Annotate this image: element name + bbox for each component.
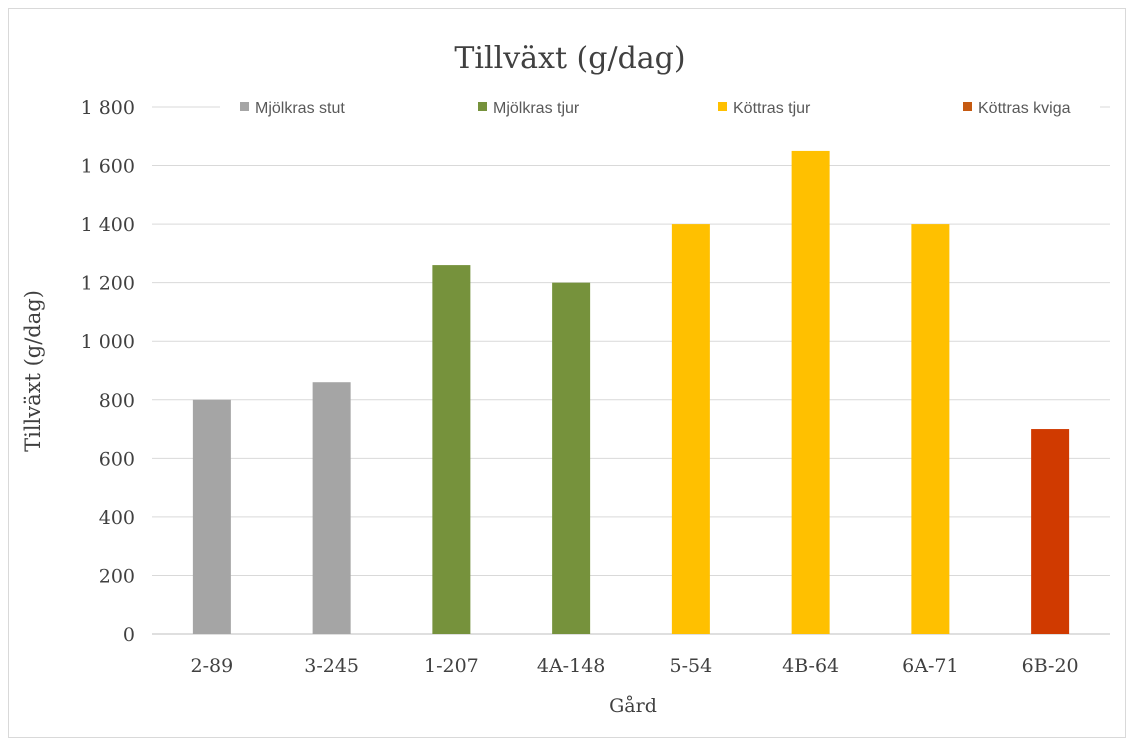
y-tick-label: 600 bbox=[99, 448, 135, 470]
bar bbox=[671, 224, 710, 634]
x-tick-labels: 2-89 3-245 1-207 4A-148 5-54 4B-64 6A-71 6B-20 bbox=[191, 655, 1079, 677]
legend: Mjölkras stut Mjölkras tjur Köttras tjur Kö… bbox=[220, 95, 1100, 119]
y-tick-label: 1 600 bbox=[81, 156, 135, 178]
y-tick-labels: 0 200 400 600 800 1 000 1 200 1 400 1 600 1 800 bbox=[81, 97, 135, 646]
x-tick-label: 6A-71 bbox=[902, 655, 958, 677]
legend-label: Mjölkras stut bbox=[255, 100, 345, 117]
x-tick-label: 2-89 bbox=[191, 655, 234, 677]
legend-label: Mjölkras tjur bbox=[493, 100, 580, 117]
bars bbox=[192, 150, 1070, 634]
bar bbox=[791, 150, 830, 634]
legend-label: Köttras tjur bbox=[733, 100, 811, 117]
y-axis-label: Tillväxt (g/dag) bbox=[21, 290, 45, 452]
bar bbox=[911, 224, 950, 634]
gridlines bbox=[152, 106, 1110, 635]
bar bbox=[312, 382, 351, 634]
legend-swatch bbox=[478, 102, 487, 111]
legend-swatch bbox=[240, 102, 249, 111]
y-tick-label: 1 000 bbox=[81, 331, 135, 353]
legend-label: Köttras kviga bbox=[978, 100, 1071, 117]
chart-title: Tillväxt (g/dag) bbox=[454, 41, 685, 76]
x-tick-label: 6B-20 bbox=[1022, 655, 1079, 677]
x-tick-label: 5-54 bbox=[670, 655, 713, 677]
bar bbox=[552, 282, 591, 634]
y-tick-label: 200 bbox=[99, 565, 135, 587]
x-tick-label: 1-207 bbox=[424, 655, 479, 677]
legend-swatch bbox=[963, 102, 972, 111]
x-tick-label: 4A-148 bbox=[537, 655, 606, 677]
x-axis-label: Gård bbox=[609, 695, 657, 717]
x-tick-label: 3-245 bbox=[304, 655, 359, 677]
y-tick-label: 400 bbox=[99, 507, 135, 529]
legend-swatch bbox=[718, 102, 727, 111]
y-tick-label: 0 bbox=[123, 624, 135, 646]
y-tick-label: 1 400 bbox=[81, 214, 135, 236]
bar bbox=[1031, 429, 1070, 634]
bar bbox=[192, 399, 231, 634]
y-tick-label: 1 200 bbox=[81, 273, 135, 295]
legend-background bbox=[220, 95, 1100, 119]
x-tick-label: 4B-64 bbox=[782, 655, 839, 677]
bar bbox=[432, 265, 471, 634]
y-tick-label: 1 800 bbox=[81, 97, 135, 119]
y-tick-label: 800 bbox=[99, 390, 135, 412]
